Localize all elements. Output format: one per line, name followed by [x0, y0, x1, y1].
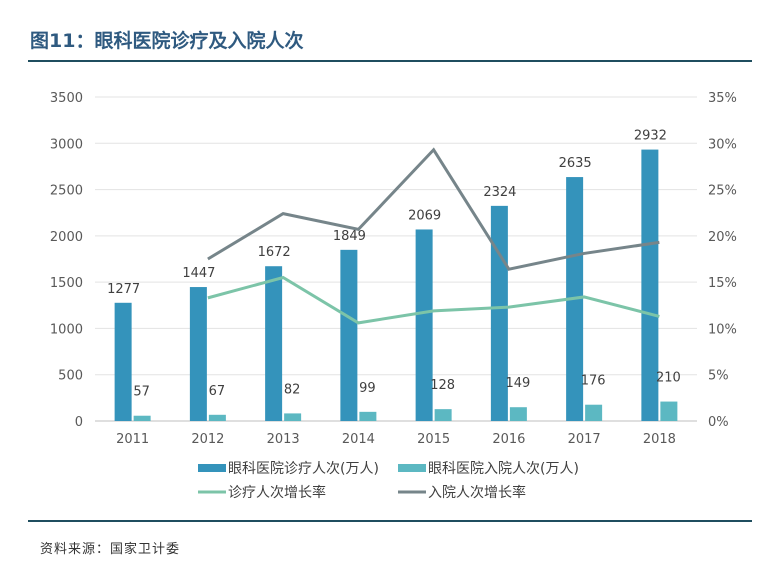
- y-right-tick-label: 15%: [708, 276, 737, 291]
- data-label: 176: [581, 374, 606, 389]
- legend-label: 入院人次增长率: [428, 484, 526, 501]
- data-label: 2324: [483, 185, 516, 200]
- y-left-tick-label: 0: [75, 415, 83, 430]
- y-right-tick-label: 35%: [708, 91, 737, 106]
- data-label: 99: [359, 381, 376, 396]
- y-left-tick-label: 2500: [50, 184, 83, 199]
- y-left-tick-label: 2000: [50, 230, 83, 245]
- legend-swatch: [398, 464, 426, 472]
- bar-admissions: [208, 414, 226, 421]
- source-divider: [28, 520, 752, 522]
- x-tick-label: 2011: [116, 432, 149, 447]
- data-label: 210: [656, 371, 681, 386]
- y-left-tick-label: 3000: [50, 137, 83, 152]
- x-tick-label: 2016: [492, 432, 525, 447]
- y-right-tick-label: 10%: [708, 322, 737, 337]
- x-tick-label: 2012: [191, 432, 224, 447]
- x-tick-label: 2014: [342, 432, 375, 447]
- data-label: 128: [430, 378, 455, 393]
- y-right-tick-label: 5%: [708, 369, 729, 384]
- bar-visits: [641, 149, 659, 421]
- legend-label: 眼科医院诊疗人次(万人): [228, 461, 379, 477]
- bar-visits: [189, 287, 207, 421]
- y-right-tick-label: 20%: [708, 230, 737, 245]
- chart-title: 图11：眼科医院诊疗及入院人次: [30, 30, 304, 52]
- x-tick-label: 2018: [643, 432, 676, 447]
- data-label: 149: [505, 376, 530, 391]
- y-left-tick-label: 1000: [50, 322, 83, 337]
- bar-admissions: [284, 413, 302, 421]
- legend-label: 诊疗人次增长率: [228, 484, 326, 501]
- bar-admissions: [434, 409, 452, 421]
- bar-admissions: [133, 415, 151, 421]
- bar-admissions: [585, 404, 603, 421]
- bar-admissions: [660, 401, 678, 421]
- data-label: 2932: [634, 129, 667, 144]
- line-admission-growth: [207, 147, 660, 271]
- data-label: 2069: [408, 208, 441, 223]
- data-label: 1447: [182, 266, 215, 281]
- y-right-tick-label: 0%: [708, 415, 729, 430]
- data-label: 57: [133, 385, 150, 400]
- source-note: 资料来源：国家卫计委: [40, 542, 181, 557]
- bar-visits: [265, 266, 283, 421]
- bar-admissions: [509, 407, 527, 421]
- bar-visits: [114, 302, 132, 421]
- y-left-tick-label: 1500: [50, 276, 83, 291]
- y-left-tick-label: 500: [58, 369, 83, 384]
- bar-visits: [415, 229, 433, 421]
- bar-admissions: [359, 411, 377, 421]
- x-tick-label: 2015: [417, 432, 450, 447]
- y-right-tick-label: 30%: [708, 137, 737, 152]
- data-label: 1672: [258, 245, 291, 260]
- title-divider: [28, 60, 752, 62]
- x-tick-label: 2013: [267, 432, 300, 447]
- data-label: 1277: [107, 282, 140, 297]
- data-label: 67: [209, 384, 226, 399]
- line-visit-growth: [207, 275, 660, 325]
- legend-swatch: [198, 464, 226, 472]
- y-left-tick-label: 3500: [50, 91, 83, 106]
- y-right-tick-label: 25%: [708, 184, 737, 199]
- data-label: 82: [284, 382, 301, 397]
- bar-visits: [340, 249, 358, 421]
- legend-label: 眼科医院入院人次(万人): [428, 461, 579, 477]
- data-label: 2635: [559, 156, 592, 171]
- x-tick-label: 2017: [568, 432, 601, 447]
- data-label: 1849: [333, 229, 366, 244]
